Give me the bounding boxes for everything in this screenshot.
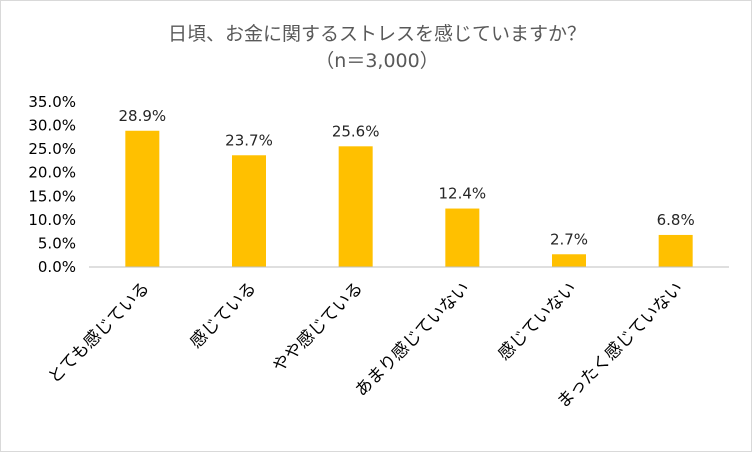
bar-3 [338,146,373,267]
category-label-3: やや感じている [269,278,367,376]
data-label-3: 25.6% [332,122,380,140]
category-label-5: 感じていない [494,278,580,364]
bar-5 [552,254,586,267]
y-tick-label: 20.0% [28,164,76,182]
data-label-2: 23.7% [225,131,273,149]
y-tick-label: 15.0% [28,187,76,205]
plot-area: 0.0% 5.0% 10.0% 15.0% 20.0% 25.0% 30.0% 35.0% 28… [28,93,729,412]
chart-subtitle: （n＝3,000） [315,50,438,72]
y-tick-label: 10.0% [28,211,76,229]
bar-1 [125,130,160,267]
data-label-5: 2.7% [550,230,588,248]
y-tick-label: 35.0% [28,93,76,111]
y-tick-label: 5.0% [38,234,76,252]
category-label-1: とても感じている [45,278,154,387]
bar-4 [445,208,480,267]
data-label-1: 28.9% [119,107,167,125]
bar-2 [232,155,266,267]
chart-title: 日頃、お金に関するストレスを感じていますか？ [168,23,586,45]
y-tick-label: 25.0% [28,140,76,158]
data-label-6: 6.8% [657,211,695,229]
bar-6 [658,234,693,267]
data-label-4: 12.4% [439,185,487,203]
category-label-2: 感じている [186,278,260,352]
y-tick-label: 30.0% [28,117,76,135]
category-label-4: あまり感じていない [352,278,474,400]
y-tick-label: 0.0% [38,258,76,276]
